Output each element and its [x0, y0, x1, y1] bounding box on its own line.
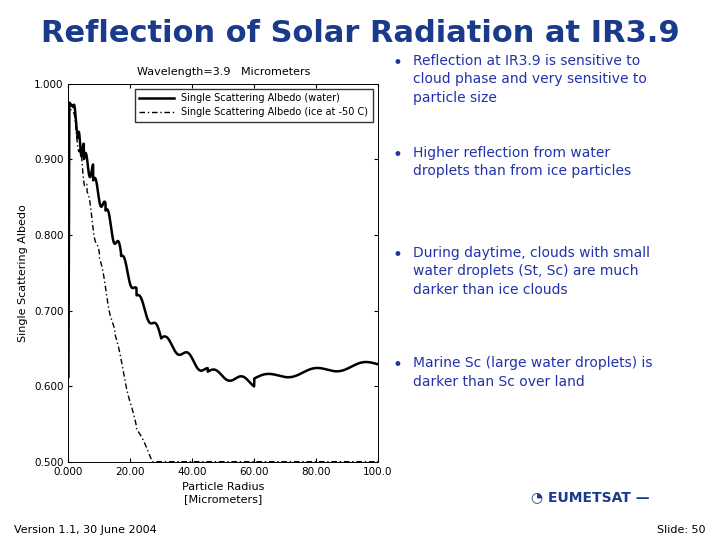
Text: •: •	[392, 146, 402, 164]
Y-axis label: Single Scattering Albedo: Single Scattering Albedo	[19, 204, 29, 342]
Single Scattering Albedo (ice at -50 C)	[64, 374, 73, 380]
Single Scattering Albedo (water)	[197, 367, 205, 374]
Text: •: •	[392, 54, 402, 72]
Single Scattering Albedo (water)	[368, 360, 377, 366]
Single Scattering Albedo (water)	[374, 361, 382, 368]
Line: Single Scattering Albedo (water): Single Scattering Albedo (water)	[68, 103, 378, 387]
Text: Reflection of Solar Radiation at IR3.9: Reflection of Solar Radiation at IR3.9	[40, 19, 680, 48]
Text: Version 1.1, 30 June 2004: Version 1.1, 30 June 2004	[14, 524, 157, 535]
Text: Slide: 50: Slide: 50	[657, 524, 706, 535]
Single Scattering Albedo (water)	[118, 252, 127, 259]
Single Scattering Albedo (ice at -50 C)	[118, 362, 127, 369]
Title: Wavelength=3.9   Micrometers: Wavelength=3.9 Micrometers	[137, 68, 310, 77]
Text: •: •	[392, 356, 402, 374]
Single Scattering Albedo (ice at -50 C)	[197, 458, 205, 465]
Single Scattering Albedo (water)	[99, 199, 108, 205]
Legend: Single Scattering Albedo (water), Single Scattering Albedo (ice at -50 C): Single Scattering Albedo (water), Single…	[135, 89, 373, 122]
Text: During daytime, clouds with small
water droplets (St, Sc) are much
darker than i: During daytime, clouds with small water …	[413, 246, 649, 296]
Line: Single Scattering Albedo (ice at -50 C): Single Scattering Albedo (ice at -50 C)	[68, 108, 378, 462]
Text: ◔ EUMETSAT —: ◔ EUMETSAT —	[531, 490, 649, 504]
Single Scattering Albedo (ice at -50 C)	[335, 458, 343, 465]
Single Scattering Albedo (water)	[65, 99, 73, 106]
Text: •: •	[392, 246, 402, 264]
Text: Marine Sc (large water droplets) is
darker than Sc over land: Marine Sc (large water droplets) is dark…	[413, 356, 652, 389]
Single Scattering Albedo (water)	[250, 383, 258, 390]
Text: Reflection at IR3.9 is sensitive to
cloud phase and very sensitive to
particle s: Reflection at IR3.9 is sensitive to clou…	[413, 54, 647, 105]
Text: Higher reflection from water
droplets than from ice particles: Higher reflection from water droplets th…	[413, 146, 631, 178]
Single Scattering Albedo (water)	[335, 368, 343, 374]
Single Scattering Albedo (water)	[64, 374, 73, 380]
X-axis label: Particle Radius
[Micrometers]: Particle Radius [Micrometers]	[182, 482, 264, 504]
Single Scattering Albedo (ice at -50 C)	[368, 458, 377, 465]
Single Scattering Albedo (ice at -50 C)	[374, 458, 382, 465]
Single Scattering Albedo (ice at -50 C)	[183, 458, 192, 465]
Single Scattering Albedo (ice at -50 C)	[99, 273, 108, 280]
Single Scattering Albedo (ice at -50 C)	[148, 458, 156, 465]
Single Scattering Albedo (ice at -50 C)	[65, 105, 73, 111]
Single Scattering Albedo (water)	[183, 349, 192, 356]
